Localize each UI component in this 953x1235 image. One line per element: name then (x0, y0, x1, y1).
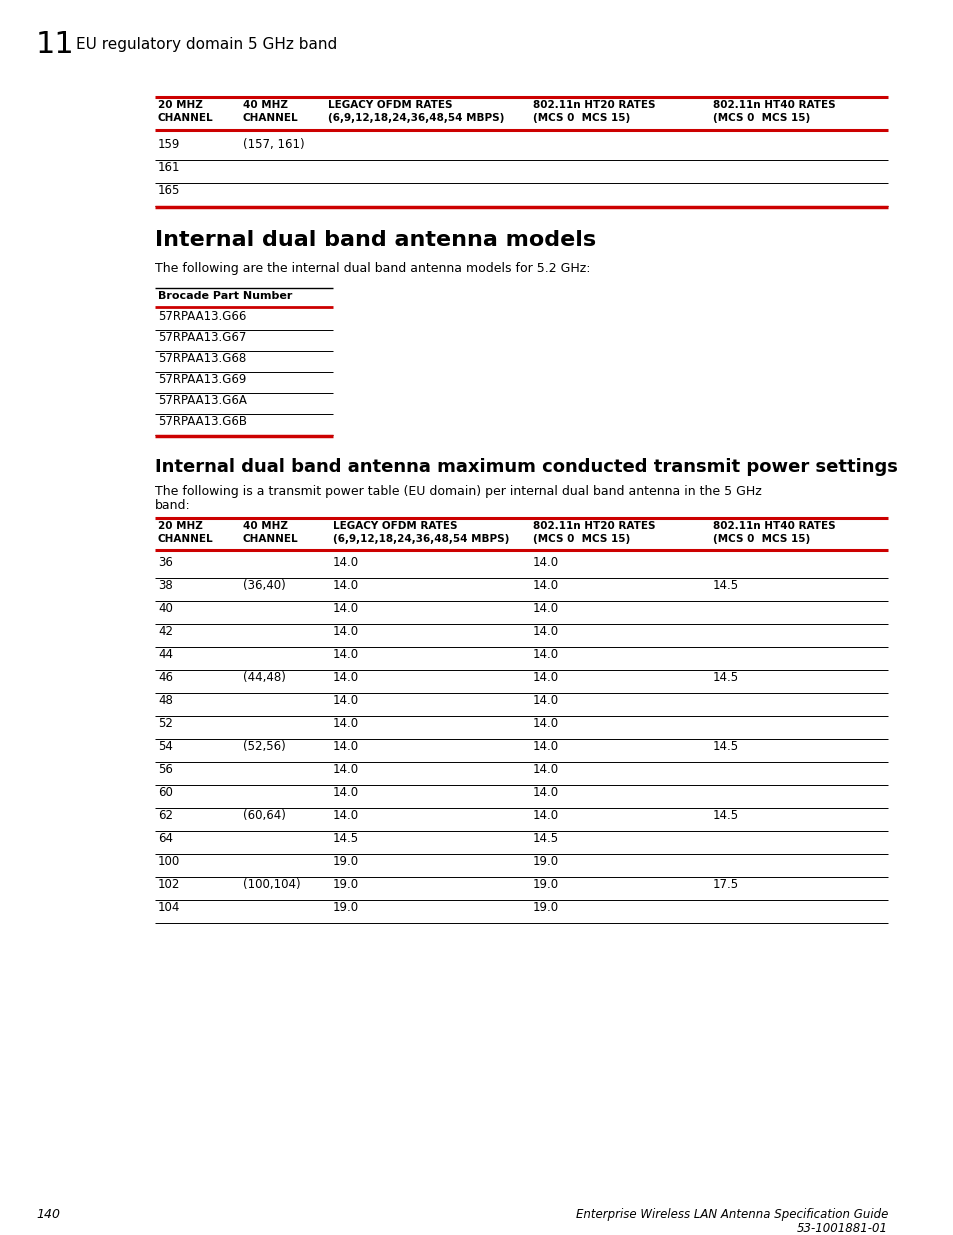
Text: 802.11n HT40 RATES: 802.11n HT40 RATES (712, 100, 835, 110)
Text: 14.0: 14.0 (333, 671, 358, 684)
Text: CHANNEL: CHANNEL (243, 534, 298, 543)
Text: 14.0: 14.0 (333, 809, 358, 823)
Text: (6,9,12,18,24,36,48,54 MBPS): (6,9,12,18,24,36,48,54 MBPS) (328, 112, 504, 124)
Text: CHANNEL: CHANNEL (243, 112, 298, 124)
Text: 14.0: 14.0 (533, 809, 558, 823)
Text: 802.11n HT20 RATES: 802.11n HT20 RATES (533, 521, 655, 531)
Text: 19.0: 19.0 (333, 902, 358, 914)
Text: 19.0: 19.0 (533, 855, 558, 868)
Text: 19.0: 19.0 (333, 855, 358, 868)
Text: Brocade Part Number: Brocade Part Number (158, 291, 292, 301)
Text: 57RPAA13.G66: 57RPAA13.G66 (158, 310, 246, 324)
Text: 57RPAA13.G68: 57RPAA13.G68 (158, 352, 246, 366)
Text: CHANNEL: CHANNEL (158, 112, 213, 124)
Text: 14.0: 14.0 (333, 740, 358, 753)
Text: 14.0: 14.0 (333, 648, 358, 661)
Text: 14.0: 14.0 (333, 718, 358, 730)
Text: 57RPAA13.G69: 57RPAA13.G69 (158, 373, 246, 387)
Text: 14.5: 14.5 (712, 740, 739, 753)
Text: 165: 165 (158, 184, 180, 198)
Text: 14.0: 14.0 (533, 740, 558, 753)
Text: 14.5: 14.5 (712, 809, 739, 823)
Text: (44,48): (44,48) (243, 671, 286, 684)
Text: LEGACY OFDM RATES: LEGACY OFDM RATES (333, 521, 457, 531)
Text: 40 MHZ: 40 MHZ (243, 100, 288, 110)
Text: 52: 52 (158, 718, 172, 730)
Text: (100,104): (100,104) (243, 878, 300, 890)
Text: 14.0: 14.0 (333, 763, 358, 776)
Text: (MCS 0  MCS 15): (MCS 0 MCS 15) (712, 112, 809, 124)
Text: 14.0: 14.0 (333, 556, 358, 569)
Text: 19.0: 19.0 (333, 878, 358, 890)
Text: (MCS 0  MCS 15): (MCS 0 MCS 15) (533, 112, 630, 124)
Text: 14.5: 14.5 (712, 579, 739, 592)
Text: 14.0: 14.0 (533, 694, 558, 706)
Text: 62: 62 (158, 809, 172, 823)
Text: 64: 64 (158, 832, 172, 845)
Text: 14.0: 14.0 (533, 648, 558, 661)
Text: 46: 46 (158, 671, 172, 684)
Text: 17.5: 17.5 (712, 878, 739, 890)
Text: 802.11n HT20 RATES: 802.11n HT20 RATES (533, 100, 655, 110)
Text: 57RPAA13.G6A: 57RPAA13.G6A (158, 394, 247, 408)
Text: 14.5: 14.5 (533, 832, 558, 845)
Text: 14.0: 14.0 (533, 601, 558, 615)
Text: 14.0: 14.0 (533, 579, 558, 592)
Text: 42: 42 (158, 625, 172, 638)
Text: (36,40): (36,40) (243, 579, 286, 592)
Text: 11: 11 (36, 30, 74, 59)
Text: (6,9,12,18,24,36,48,54 MBPS): (6,9,12,18,24,36,48,54 MBPS) (333, 534, 509, 543)
Text: 20 MHZ: 20 MHZ (158, 521, 203, 531)
Text: 14.5: 14.5 (333, 832, 358, 845)
Text: (MCS 0  MCS 15): (MCS 0 MCS 15) (533, 534, 630, 543)
Text: 57RPAA13.G67: 57RPAA13.G67 (158, 331, 246, 345)
Text: 40: 40 (158, 601, 172, 615)
Text: 14.0: 14.0 (533, 625, 558, 638)
Text: 14.0: 14.0 (333, 694, 358, 706)
Text: 44: 44 (158, 648, 172, 661)
Text: 56: 56 (158, 763, 172, 776)
Text: 100: 100 (158, 855, 180, 868)
Text: 14.0: 14.0 (333, 785, 358, 799)
Text: 14.0: 14.0 (533, 785, 558, 799)
Text: 14.0: 14.0 (333, 625, 358, 638)
Text: The following are the internal dual band antenna models for 5.2 GHz:: The following are the internal dual band… (154, 262, 590, 275)
Text: 14.0: 14.0 (533, 718, 558, 730)
Text: (60,64): (60,64) (243, 809, 286, 823)
Text: 57RPAA13.G6B: 57RPAA13.G6B (158, 415, 247, 429)
Text: Internal dual band antenna maximum conducted transmit power settings: Internal dual band antenna maximum condu… (154, 458, 897, 475)
Text: 14.0: 14.0 (333, 601, 358, 615)
Text: 40 MHZ: 40 MHZ (243, 521, 288, 531)
Text: The following is a transmit power table (EU domain) per internal dual band anten: The following is a transmit power table … (154, 485, 760, 498)
Text: 14.0: 14.0 (533, 763, 558, 776)
Text: band:: band: (154, 499, 191, 513)
Text: Enterprise Wireless LAN Antenna Specification Guide: Enterprise Wireless LAN Antenna Specific… (575, 1208, 887, 1221)
Text: 36: 36 (158, 556, 172, 569)
Text: Internal dual band antenna models: Internal dual band antenna models (154, 230, 596, 249)
Text: 53-1001881-01: 53-1001881-01 (796, 1221, 887, 1235)
Text: 159: 159 (158, 138, 180, 151)
Text: 102: 102 (158, 878, 180, 890)
Text: 14.0: 14.0 (533, 671, 558, 684)
Text: 20 MHZ: 20 MHZ (158, 100, 203, 110)
Text: LEGACY OFDM RATES: LEGACY OFDM RATES (328, 100, 452, 110)
Text: 140: 140 (36, 1208, 60, 1221)
Text: 104: 104 (158, 902, 180, 914)
Text: EU regulatory domain 5 GHz band: EU regulatory domain 5 GHz band (76, 37, 337, 52)
Text: (MCS 0  MCS 15): (MCS 0 MCS 15) (712, 534, 809, 543)
Text: 14.0: 14.0 (333, 579, 358, 592)
Text: 19.0: 19.0 (533, 902, 558, 914)
Text: (157, 161): (157, 161) (243, 138, 304, 151)
Text: (52,56): (52,56) (243, 740, 286, 753)
Text: 60: 60 (158, 785, 172, 799)
Text: 161: 161 (158, 161, 180, 174)
Text: 14.5: 14.5 (712, 671, 739, 684)
Text: 802.11n HT40 RATES: 802.11n HT40 RATES (712, 521, 835, 531)
Text: 48: 48 (158, 694, 172, 706)
Text: 54: 54 (158, 740, 172, 753)
Text: 38: 38 (158, 579, 172, 592)
Text: 19.0: 19.0 (533, 878, 558, 890)
Text: 14.0: 14.0 (533, 556, 558, 569)
Text: CHANNEL: CHANNEL (158, 534, 213, 543)
